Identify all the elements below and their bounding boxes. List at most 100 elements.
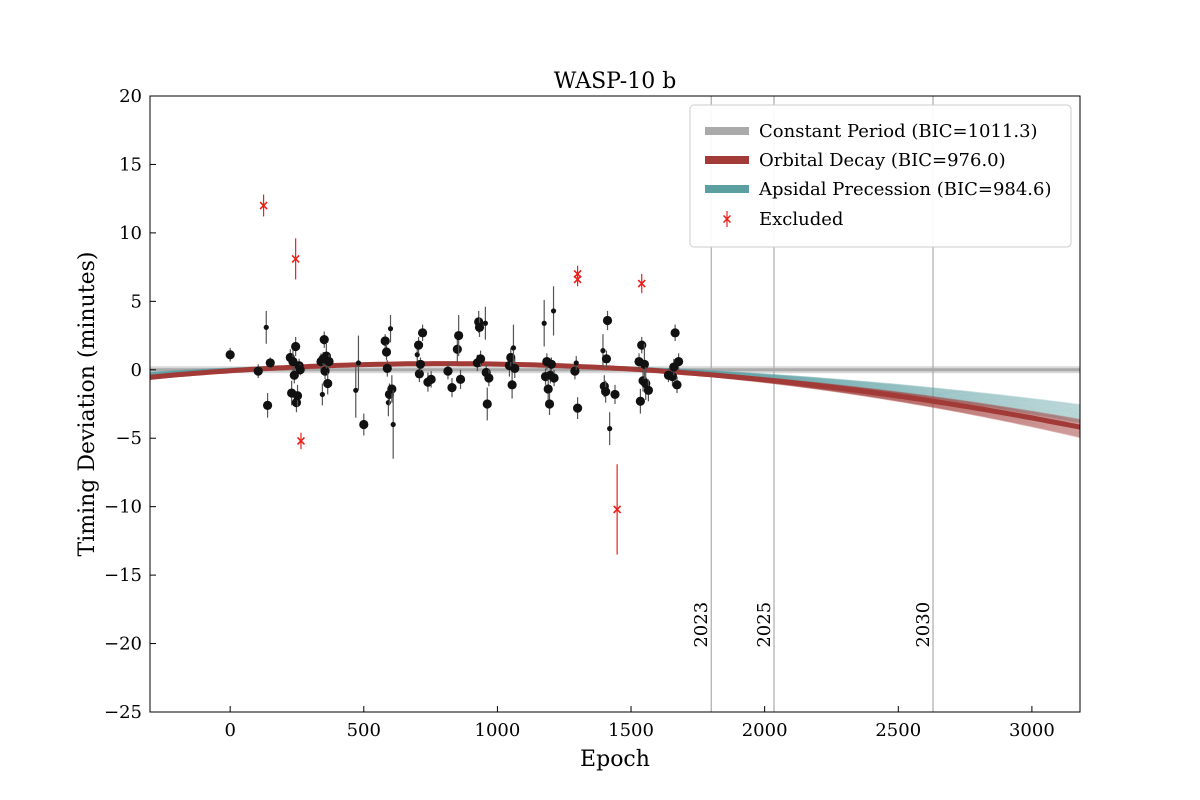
y-axis-ticks: −25 −20 −15 −10 −5 0 5 10 15 20: [104, 86, 156, 723]
observed-point: [601, 354, 612, 364]
observed-point: [667, 372, 678, 382]
plot-frame: [149, 95, 1081, 713]
y-tick-label: 20: [119, 86, 142, 107]
x-tick-label: 1500: [608, 720, 654, 741]
observed-point: [447, 382, 457, 393]
observed-point: [253, 366, 263, 376]
legend-label-excluded: Excluded: [759, 209, 843, 230]
observed-point: [455, 374, 466, 384]
observed-point: [541, 320, 547, 326]
observed-point: [482, 399, 492, 409]
observed-point: [324, 356, 334, 367]
observed-points: [225, 286, 684, 459]
observed-point: [572, 403, 583, 413]
excluded-points: [259, 194, 646, 555]
observed-point: [319, 335, 329, 345]
observed-point: [414, 369, 424, 379]
observed-point: [323, 378, 333, 389]
legend-label-constant: Constant Period (BIC=1011.3): [759, 121, 1038, 142]
excluded-point: [259, 201, 268, 210]
observed-point: [291, 341, 301, 352]
observed-point: [359, 419, 369, 430]
y-tick-label: −10: [104, 497, 142, 518]
observed-point: [381, 347, 392, 357]
observed-point: [510, 363, 520, 374]
y-tick-label: 10: [119, 223, 142, 244]
legend: Constant Period (BIC=1011.3) Orbital Dec…: [689, 104, 1072, 248]
y-tick-label: 15: [119, 154, 142, 175]
year-marker-label: 2025: [754, 602, 775, 648]
observed-point: [265, 358, 275, 368]
observed-point: [510, 345, 517, 351]
observed-point: [426, 374, 436, 384]
observed-point: [387, 384, 397, 394]
observed-point: [417, 328, 428, 338]
x-axis-label: Epoch: [580, 747, 650, 772]
chart-title: WASP-10 b: [554, 69, 677, 94]
x-tick-label: 500: [347, 720, 381, 741]
observed-point: [602, 315, 613, 326]
observed-point: [415, 359, 426, 369]
observed-point: [670, 328, 680, 338]
excluded-point: [613, 505, 622, 514]
x-tick-label: 3000: [1009, 720, 1055, 741]
observed-point: [413, 340, 424, 350]
observed-point: [319, 391, 325, 398]
observed-point: [643, 385, 654, 395]
observed-point: [570, 366, 580, 376]
model-curves: [150, 361, 1080, 439]
observed-point: [292, 391, 303, 401]
observed-point: [674, 356, 684, 367]
x-tick-label: 2000: [742, 720, 788, 741]
observed-point: [454, 330, 464, 341]
observed-point: [355, 360, 362, 366]
observed-point: [414, 352, 420, 358]
observed-point: [382, 363, 392, 374]
observed-point: [550, 308, 557, 314]
observed-point: [443, 366, 453, 376]
legend-label-precession: Apsidal Precession (BIC=984.6): [758, 179, 1052, 200]
observed-point: [543, 384, 553, 394]
observed-point: [639, 359, 649, 369]
observed-point: [475, 354, 486, 364]
observed-point: [507, 380, 517, 390]
observed-point: [607, 426, 613, 432]
year-marker-label: 2023: [691, 602, 712, 648]
observed-point: [573, 360, 579, 366]
observed-point: [225, 350, 235, 360]
excluded-point: [637, 279, 646, 288]
observed-point: [295, 365, 305, 375]
observed-point: [482, 320, 488, 326]
observed-point: [474, 322, 485, 332]
x-axis-ticks: 0 500 1000 1500 2000 2500 3000: [224, 706, 1055, 741]
y-tick-label: −15: [104, 565, 142, 586]
observed-point: [600, 348, 606, 354]
y-tick-label: 5: [131, 291, 142, 312]
y-tick-label: −20: [104, 634, 142, 655]
observed-point: [549, 373, 559, 383]
observed-point: [672, 380, 682, 390]
excluded-point: [573, 275, 582, 284]
excluded-point: [291, 254, 300, 263]
observed-point: [289, 370, 299, 380]
observed-point: [262, 400, 273, 410]
observed-point: [601, 387, 611, 397]
y-tick-label: 0: [131, 360, 142, 381]
year-marker-label: 2030: [913, 602, 934, 648]
observed-point: [635, 396, 645, 406]
x-tick-label: 0: [224, 720, 235, 741]
observed-point: [546, 359, 556, 369]
x-tick-label: 2500: [875, 720, 921, 741]
excluded-point: [296, 436, 306, 446]
y-tick-label: −25: [104, 702, 142, 723]
observed-point: [380, 336, 390, 346]
observed-point: [291, 398, 302, 408]
legend-label-decay: Orbital Decay (BIC=976.0): [759, 150, 1006, 171]
legend-swatch-excluded: [722, 211, 732, 227]
legend-box: [689, 104, 1072, 248]
y-axis-label: Timing Deviation (minutes): [75, 252, 100, 557]
observed-point: [484, 373, 494, 383]
observed-point: [387, 326, 394, 332]
observed-point: [385, 400, 391, 406]
